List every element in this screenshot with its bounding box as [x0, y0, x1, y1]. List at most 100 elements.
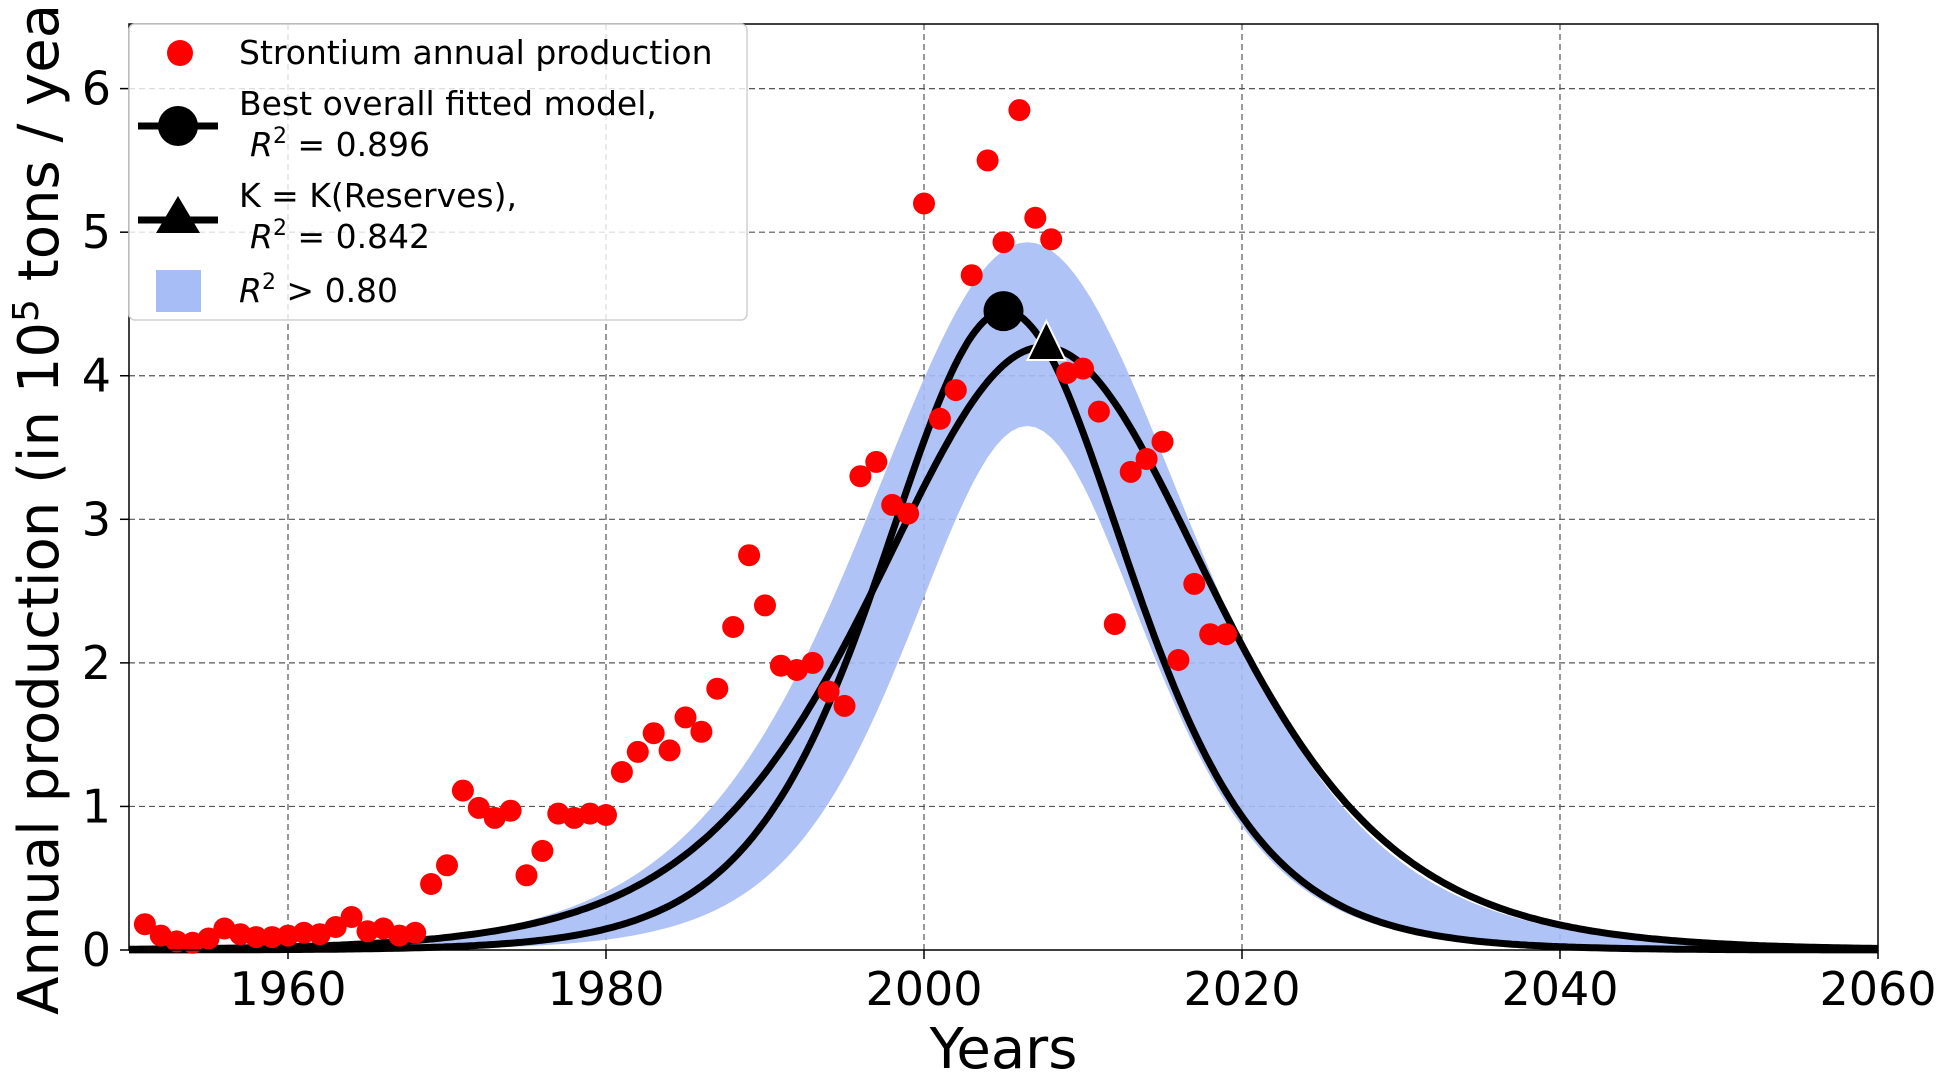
production-point	[197, 927, 220, 950]
x-axis-ticks: 1960 1980 2000 2020 2040 2060	[229, 950, 1937, 1016]
legend-band-swatch	[156, 270, 201, 312]
y-tick-label: 6	[82, 62, 111, 116]
y-tick-label: 4	[82, 349, 111, 403]
production-point	[165, 930, 188, 953]
production-point	[292, 921, 315, 944]
x-tick-label: 2060	[1819, 962, 1936, 1016]
legend-reserves-label: K = K(Reserves),	[239, 176, 517, 215]
production-point	[1151, 430, 1174, 453]
production-point	[467, 796, 490, 819]
y-tick-label: 5	[82, 205, 111, 259]
production-point	[706, 677, 729, 700]
production-point	[944, 379, 967, 402]
production-point	[245, 926, 268, 949]
production-point	[849, 465, 872, 488]
production-points	[133, 99, 1238, 954]
y-axis-title-part2: tons / year)	[7, 0, 72, 299]
production-point	[1024, 206, 1047, 229]
production-point	[738, 544, 761, 567]
legend-best-circle-marker	[158, 106, 198, 146]
band-area	[129, 242, 1878, 950]
production-point	[133, 913, 156, 936]
legend-best-r2: R2 = 0.896	[250, 124, 430, 164]
r2-symbol: R	[239, 271, 262, 310]
legend-box	[128, 23, 748, 321]
production-point	[499, 799, 522, 822]
legend-band-label: R2 > 0.80	[239, 270, 398, 310]
production-point	[1008, 99, 1031, 122]
production-point	[1040, 228, 1063, 251]
y-tick-label: 0	[82, 923, 111, 977]
production-point	[451, 779, 474, 802]
production-point	[754, 594, 776, 617]
peak-marker-circle	[983, 291, 1024, 332]
production-point	[579, 802, 602, 825]
production-point	[1072, 357, 1094, 380]
production-point	[420, 873, 443, 895]
x-tick-label: 1980	[547, 962, 664, 1016]
r2-symbol: R	[250, 217, 273, 256]
y-tick-label: 1	[82, 779, 111, 833]
r2-exponent: 2	[273, 216, 287, 241]
x-tick-label: 2040	[1501, 962, 1618, 1016]
production-point	[992, 231, 1015, 254]
production-point	[897, 502, 920, 525]
r2-value: = 0.896	[287, 125, 430, 164]
production-point	[674, 706, 697, 729]
legend-points-marker	[167, 40, 193, 66]
plot-frame	[128, 23, 1879, 951]
legend-best-label: Best overall fitted model,	[239, 84, 657, 123]
production-point	[976, 149, 999, 172]
r2-exponent: 2	[262, 270, 276, 295]
r2-exponent: 2	[273, 124, 287, 149]
production-point	[801, 651, 824, 674]
production-point	[928, 407, 951, 430]
production-point	[1135, 448, 1158, 470]
production-point	[642, 722, 665, 745]
production-point	[833, 694, 856, 717]
r2-value: = 0.842	[287, 217, 430, 256]
production-point	[340, 906, 363, 928]
x-tick-label: 2020	[1183, 962, 1300, 1016]
production-point	[1119, 460, 1142, 483]
production-point	[1087, 400, 1110, 423]
y-axis-title: Annual production (in 105 tons / year)	[6, 0, 72, 1015]
production-point	[817, 680, 840, 703]
y-axis-title-exponent: 5	[6, 299, 47, 322]
production-point	[913, 192, 935, 215]
production-point	[1183, 572, 1206, 595]
x-axis-title: Years	[929, 1017, 1078, 1082]
y-axis-title-part1: Annual production (in 10	[7, 322, 72, 1015]
confidence-band	[129, 242, 1878, 950]
production-point	[658, 739, 681, 762]
production-point	[436, 854, 458, 877]
production-point	[515, 864, 538, 887]
y-axis-ticks: 0 1 2 3 4 5 6	[82, 62, 129, 977]
r2-symbol: R	[250, 125, 273, 164]
y-tick-label: 3	[82, 492, 111, 546]
x-tick-label: 1960	[229, 962, 346, 1016]
legend-reserves-triangle-marker	[156, 196, 200, 233]
production-point	[960, 264, 983, 287]
production-point	[626, 740, 649, 763]
legend: Strontium annual production Best overall…	[128, 23, 748, 321]
production-point	[1199, 623, 1222, 646]
legend-reserves-r2: R2 = 0.842	[250, 216, 430, 256]
production-point	[865, 450, 888, 473]
production-point	[261, 926, 284, 949]
x-tick-label: 2000	[865, 962, 982, 1016]
y-tick-label: 2	[82, 636, 111, 690]
production-point	[610, 761, 633, 783]
production-point	[690, 720, 713, 743]
production-point	[531, 839, 554, 862]
production-point	[1167, 649, 1190, 671]
peak-marker-triangle	[1025, 318, 1068, 362]
production-point	[722, 616, 745, 638]
production-point	[404, 921, 427, 944]
production-point	[595, 804, 617, 826]
legend-points-label: Strontium annual production	[239, 33, 713, 72]
peak-markers	[983, 291, 1068, 362]
r2-relation: > 0.80	[276, 271, 398, 310]
production-point	[1103, 613, 1126, 636]
